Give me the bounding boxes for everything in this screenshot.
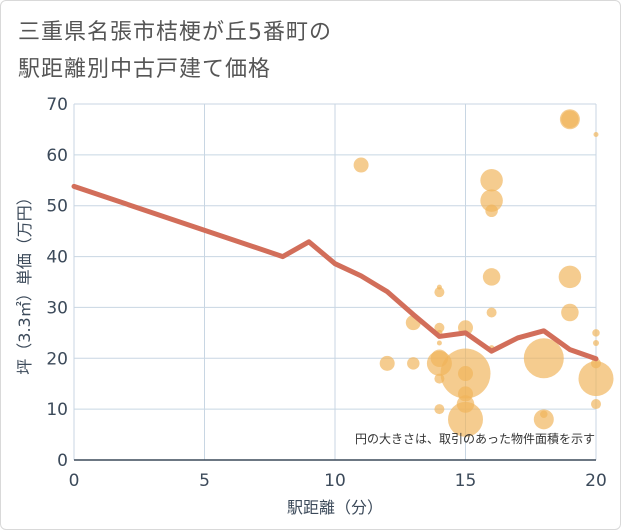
x-tick-label: 5 <box>199 471 210 491</box>
bubble-point <box>353 157 369 173</box>
bubble-point <box>486 307 497 318</box>
bubble-point <box>592 329 600 337</box>
y-tick-label: 10 <box>46 400 68 420</box>
y-tick-label: 0 <box>57 451 68 471</box>
bubble-point <box>436 340 442 346</box>
bubble-point <box>482 268 501 286</box>
bubble-point <box>591 399 601 410</box>
bubble-point <box>561 303 579 322</box>
y-tick-label: 60 <box>46 146 68 166</box>
y-tick-label: 20 <box>46 349 68 369</box>
bubbles <box>353 109 614 437</box>
bubble-point <box>558 265 582 289</box>
bubble-point <box>480 189 503 212</box>
trend-line <box>71 183 599 362</box>
bubble-point <box>434 404 445 415</box>
bubble-point <box>593 340 599 347</box>
tick-labels: 0 10 20 30 40 50 60 70 0 5 10 15 20 <box>46 95 606 491</box>
x-axis-title: 駅距離（分） <box>287 498 383 517</box>
y-tick-label: 50 <box>46 197 68 217</box>
bubble-point <box>533 409 554 430</box>
bubble-point <box>480 169 503 192</box>
bubble-point <box>379 355 395 371</box>
bubble-size-note: 円の大きさは、取引のあった物件面積を示す <box>355 431 595 446</box>
bubble-point <box>434 287 445 298</box>
trend-line-group <box>71 183 599 362</box>
x-tick-label: 0 <box>69 471 80 491</box>
chart-title-line-1: 三重県名張市桔梗が丘5番町の <box>18 20 332 45</box>
bubble-point <box>458 366 473 382</box>
bubble-point <box>448 401 483 437</box>
y-tick-label: 30 <box>46 298 68 318</box>
y-tick-label: 70 <box>46 95 68 115</box>
chart-title-line-2: 駅距離別中古戸建て価格 <box>18 57 272 82</box>
bubble-point <box>561 110 579 129</box>
bubble-point <box>434 322 445 333</box>
bubble-point <box>593 132 599 138</box>
x-tick-label: 15 <box>455 471 477 491</box>
x-tick-label: 20 <box>585 471 607 491</box>
bubble-point <box>407 357 420 370</box>
chart-title: 三重県名張市桔梗が丘5番町の 駅距離別中古戸建て価格 <box>18 14 608 88</box>
x-tick-label: 10 <box>324 471 346 491</box>
y-tick-label: 40 <box>46 248 68 268</box>
y-axis-title: 坪（3.3㎡）単価（万円） <box>15 189 34 374</box>
grid-lines <box>73 103 597 461</box>
bubble-point <box>485 204 498 218</box>
bubble-point <box>523 338 564 379</box>
bubble-point <box>578 361 614 397</box>
